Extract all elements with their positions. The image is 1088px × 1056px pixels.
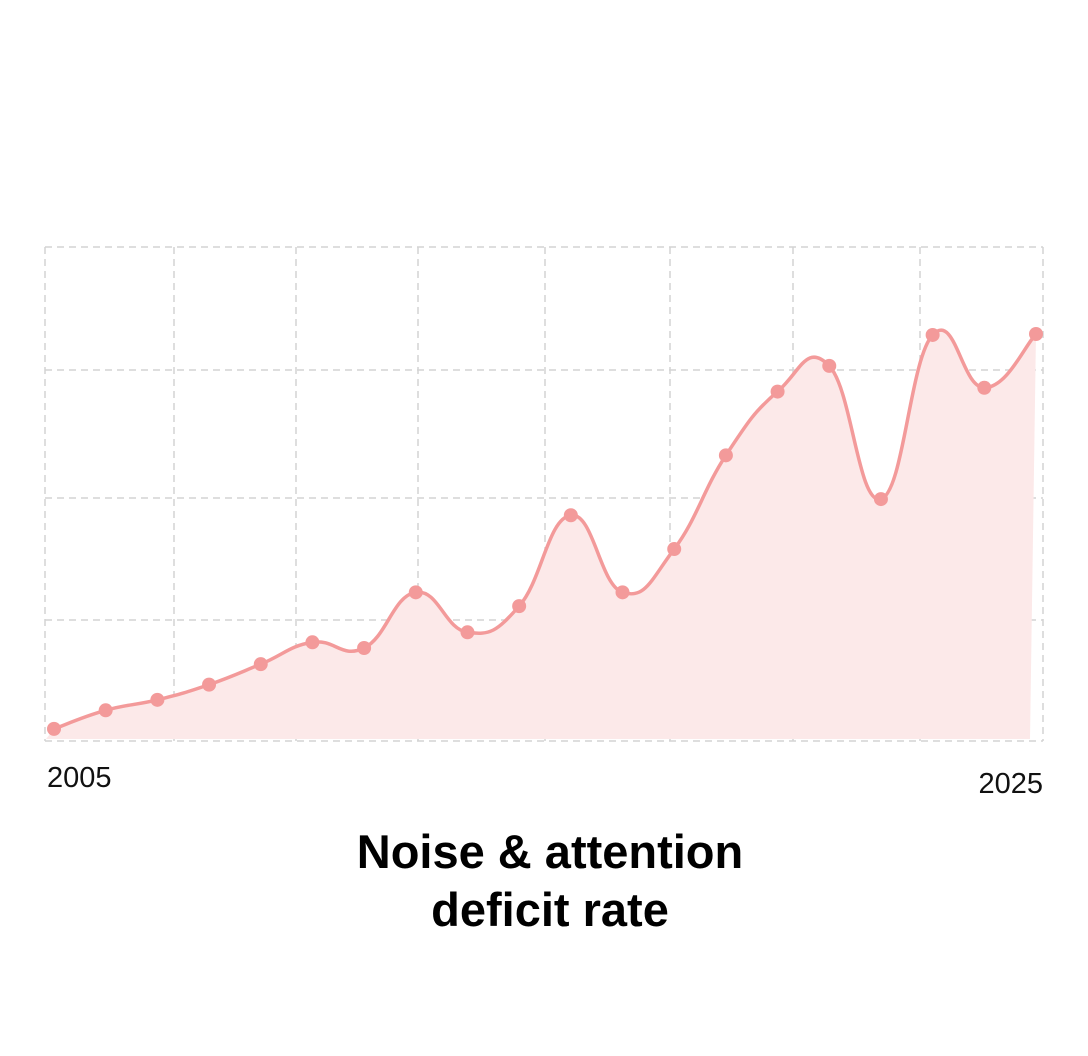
data-point <box>822 358 837 373</box>
data-point <box>1029 327 1043 341</box>
data-point <box>408 585 423 600</box>
chart-area-layer <box>46 330 1036 739</box>
data-point <box>150 692 165 707</box>
data-point <box>977 380 992 395</box>
x-tick-label: 2005 <box>47 762 112 794</box>
data-point <box>512 599 527 614</box>
data-point <box>202 677 217 692</box>
chart-title-line: deficit rate <box>431 883 669 936</box>
chart-title-line: Noise & attention <box>356 825 744 878</box>
data-point <box>460 625 475 640</box>
data-point <box>357 640 372 655</box>
chart-title: Noise & attention deficit rate <box>0 823 1088 939</box>
series-line <box>53 328 1038 731</box>
x-tick-label: 2025 <box>978 768 1043 800</box>
data-point <box>615 585 630 600</box>
data-point <box>770 384 785 399</box>
data-point <box>98 703 113 718</box>
data-point <box>253 657 268 672</box>
data-point <box>718 448 733 463</box>
data-point <box>47 721 61 736</box>
data-point <box>563 508 578 523</box>
chart-line-layer <box>53 328 1038 731</box>
area-fill <box>46 330 1036 739</box>
chart-points <box>47 327 1043 736</box>
data-point <box>873 492 888 507</box>
data-point <box>667 542 682 557</box>
data-point <box>305 635 320 650</box>
data-point <box>925 327 940 342</box>
